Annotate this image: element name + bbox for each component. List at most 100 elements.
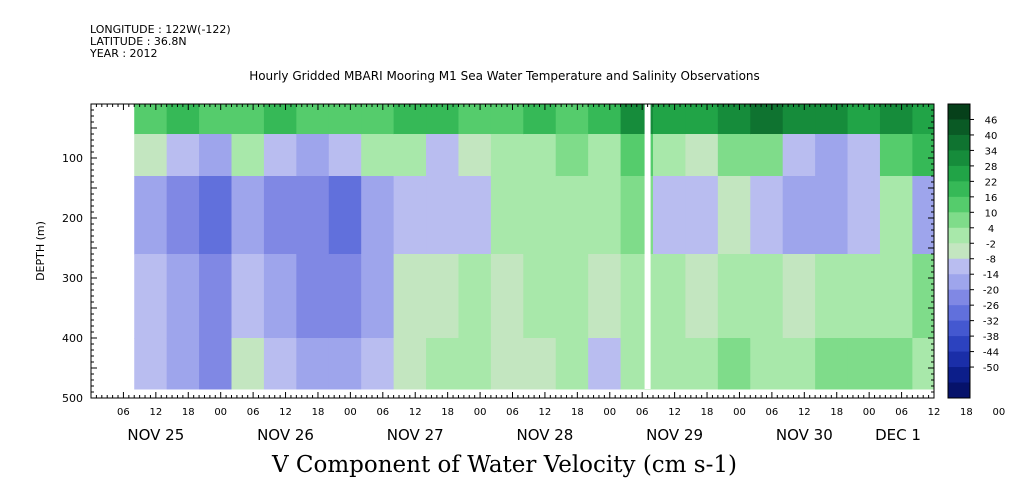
heatmap-cell: [750, 134, 784, 177]
colorbar-swatch: [948, 165, 970, 182]
heatmap-cell: [555, 104, 589, 135]
x-hour-tick-label: 06: [247, 407, 260, 418]
heatmap-cell: [296, 254, 330, 339]
heatmap-cell: [653, 338, 686, 390]
heatmap-cell: [490, 254, 524, 339]
heatmap-cell: [426, 176, 459, 255]
heatmap-cell: [296, 176, 330, 255]
x-hour-tick-label: 06: [117, 407, 130, 418]
heatmap-cell: [847, 254, 881, 339]
colorbar-label: -2: [986, 239, 996, 250]
heatmap-cell: [555, 338, 589, 390]
heatmap-cell: [717, 134, 751, 177]
heatmap-cell: [847, 104, 881, 135]
y-tick-label: 200: [62, 212, 83, 225]
x-date-label: NOV 28: [516, 426, 573, 444]
x-hour-tick-label: 00: [344, 407, 357, 418]
heatmap-cell: [685, 176, 719, 255]
heatmap-cell: [588, 134, 622, 177]
heatmap-cell: [588, 104, 622, 135]
colorbar-label: 22: [985, 177, 998, 188]
heatmap-cell: [847, 176, 881, 255]
heatmap-cell: [523, 176, 557, 255]
data-gap: [644, 104, 651, 389]
x-hour-tick-label: 12: [149, 407, 162, 418]
x-hour-tick-label: 12: [928, 407, 941, 418]
heatmap-cell: [717, 254, 751, 339]
x-hour-tick-label: 06: [895, 407, 908, 418]
heatmap-cell: [199, 254, 232, 339]
heatmap-cell: [750, 176, 784, 255]
heatmap-cell: [199, 134, 232, 177]
heatmap-cell: [263, 104, 297, 135]
colorbar-swatch: [948, 181, 970, 198]
heatmap-cell: [393, 104, 427, 135]
x-date-label: NOV 25: [127, 426, 184, 444]
heatmap-cell: [361, 338, 395, 390]
heatmap-cell: [653, 104, 686, 135]
colorbar-swatch: [948, 382, 970, 399]
x-date-label: DEC 1: [875, 426, 921, 444]
colorbar-label: -44: [983, 348, 999, 359]
heatmap-cell: [458, 176, 492, 255]
x-hour-tick-label: 06: [766, 407, 779, 418]
heatmap-cell: [328, 134, 362, 177]
x-hour-tick-label: 00: [863, 407, 876, 418]
heatmap-cell: [393, 338, 427, 390]
heatmap-cell: [815, 176, 849, 255]
x-hour-tick-label: 18: [312, 407, 325, 418]
x-date-label: NOV 27: [387, 426, 444, 444]
heatmap-cell: [263, 338, 297, 390]
heatmap-cell: [815, 134, 849, 177]
x-hour-tick-label: 06: [506, 407, 519, 418]
colorbar-swatch: [948, 227, 970, 244]
heatmap-cell: [296, 338, 330, 390]
heatmap-cell: [134, 104, 168, 135]
heatmap-cell: [912, 176, 935, 255]
colorbar-swatch: [948, 119, 970, 136]
heatmap-cell: [263, 176, 297, 255]
heatmap-cell: [879, 134, 913, 177]
colorbar-swatch: [948, 104, 970, 120]
x-hour-tick-label: 12: [409, 407, 422, 418]
heatmap-cell: [879, 176, 913, 255]
heatmap-cell: [296, 104, 330, 135]
colorbar-label: 10: [985, 208, 998, 219]
heatmap-cell: [750, 104, 784, 135]
x-hour-tick-label: 00: [214, 407, 227, 418]
x-hour-tick-label: 00: [733, 407, 746, 418]
x-hour-tick-label: 06: [376, 407, 389, 418]
heatmap-cell: [782, 338, 816, 390]
heatmap-cell: [782, 134, 816, 177]
heatmap-cell: [426, 338, 459, 390]
heatmap-cell: [815, 338, 849, 390]
chart-title: Hourly Gridded MBARI Mooring M1 Sea Wate…: [249, 69, 760, 83]
colorbar-label: -32: [983, 317, 999, 328]
x-date-label: NOV 30: [776, 426, 833, 444]
heatmap-cell: [782, 254, 816, 339]
colorbar-label: -14: [983, 270, 999, 281]
heatmap-cell: [361, 134, 395, 177]
x-hour-tick-label: 12: [668, 407, 681, 418]
heatmap-cell: [653, 134, 686, 177]
colorbar-swatch: [948, 320, 970, 337]
y-axis-title: DEPTH (m): [34, 221, 47, 281]
x-hour-tick-label: 12: [539, 407, 552, 418]
colorbar-swatch: [948, 367, 970, 384]
heatmap-cell: [717, 176, 751, 255]
heatmap-cell: [490, 176, 524, 255]
heatmap-cell: [685, 338, 719, 390]
colorbar-label: -8: [986, 255, 996, 266]
x-hour-tick-label: 18: [441, 407, 454, 418]
heatmap-cell: [815, 254, 849, 339]
y-tick-label: 500: [62, 392, 83, 405]
colorbar-swatch: [948, 351, 970, 368]
heatmap-cell: [199, 104, 232, 135]
heatmap-cell: [490, 338, 524, 390]
heatmap-cell: [199, 338, 232, 390]
heatmap-cell: [912, 104, 935, 135]
x-hour-tick-label: 12: [798, 407, 811, 418]
heatmap-cell: [134, 176, 168, 255]
heatmap-cell: [490, 134, 524, 177]
heatmap-cell: [555, 254, 589, 339]
